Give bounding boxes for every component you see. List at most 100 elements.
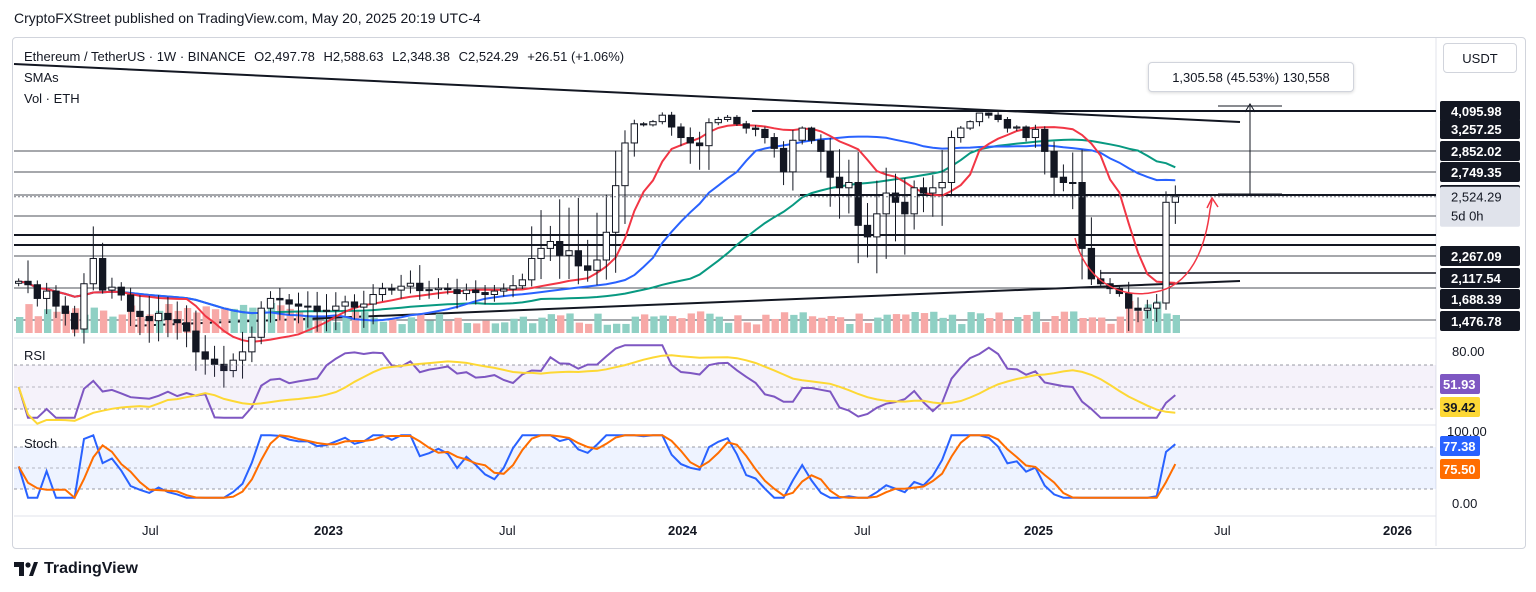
candle-body [537, 247, 545, 260]
volume-bar [1144, 304, 1153, 333]
candle-body [873, 213, 881, 238]
legend-low: L2,348.38 [392, 49, 450, 64]
volume-bar [976, 313, 985, 333]
volume-bar [379, 321, 388, 333]
volume-bar [687, 313, 695, 333]
rsi-label[interactable]: RSI [24, 348, 46, 363]
volume-bar [529, 323, 537, 333]
candle-body [425, 289, 433, 292]
volume-bar [407, 317, 416, 333]
volume-bar [557, 315, 565, 333]
volume-bar [463, 323, 472, 333]
candle-body [500, 288, 508, 292]
volume-bar [808, 316, 817, 333]
volume-bar [146, 314, 154, 333]
volume-bar [501, 322, 509, 333]
volume-bar [1126, 301, 1134, 333]
candle-body [52, 290, 60, 307]
currency-button[interactable]: USDT [1443, 43, 1517, 73]
price-level-tag [1440, 268, 1520, 288]
volume-bar [127, 305, 136, 333]
volume-bar [958, 324, 966, 333]
volume-bar [1116, 316, 1125, 333]
volume-bar [370, 317, 378, 333]
volume-bar [902, 314, 910, 333]
bottom-annotation-arrow [1206, 196, 1219, 209]
candle-body [369, 294, 377, 305]
volume-bar [267, 303, 276, 333]
candle-body [462, 289, 471, 295]
candle-body [126, 294, 135, 312]
volume-bar [1088, 317, 1097, 333]
volume-bar [482, 320, 490, 333]
candle-body [966, 121, 974, 129]
volume-bar [239, 304, 248, 333]
volume-bar [939, 317, 947, 333]
candle-body [509, 285, 517, 290]
time-axis-label: Jul [854, 523, 871, 538]
candle-body [1003, 118, 1012, 129]
candle-body [238, 351, 247, 361]
candle-body [453, 289, 461, 295]
volume-bar [622, 323, 630, 333]
volume-bar [305, 314, 313, 333]
legend-volume[interactable]: Vol · ETH [24, 91, 80, 106]
candle-body [1125, 293, 1133, 309]
volume-bar [911, 312, 919, 333]
volume-bar [790, 314, 798, 333]
stoch-k-value-tag [1440, 436, 1480, 456]
volume-bar [1079, 317, 1087, 333]
price-level-label: 1,476.78 [1451, 314, 1502, 329]
stoch-k-value-label: 77.38 [1443, 439, 1476, 454]
volume-bar [762, 314, 770, 333]
candle-body [117, 286, 125, 296]
volume-bar [1135, 311, 1143, 333]
legend-high: H2,588.63 [323, 49, 384, 64]
volume-bar [892, 314, 901, 333]
price-level-tag [1440, 141, 1520, 161]
volume-bar [799, 312, 807, 333]
volume-bar [538, 317, 546, 333]
tradingview-logo[interactable]: TradingView [14, 560, 138, 578]
price-level-label: 4,095.98 [1451, 104, 1502, 119]
legend-close: C2,524.29 [458, 49, 519, 64]
volume-bar [1163, 313, 1171, 333]
volume-bar [510, 318, 518, 333]
volume-bar [780, 312, 789, 333]
rsi-tick-label: 80.00 [1452, 344, 1485, 359]
legend-sma[interactable]: SMAs [24, 70, 59, 85]
volume-bar [435, 313, 444, 333]
candle-body [929, 187, 937, 194]
price-level-tag [1440, 289, 1520, 309]
volume-bar [986, 318, 994, 333]
candle-body [761, 128, 769, 139]
candle-body [1134, 307, 1142, 311]
volume-bar [855, 313, 863, 333]
candle-body [89, 258, 97, 285]
price-level-label: 2,117.54 [1451, 271, 1502, 286]
candle-body [434, 287, 443, 291]
volume-bar [995, 312, 1003, 333]
volume-bar [118, 314, 126, 333]
volume-bar [389, 319, 397, 333]
candle-body [1097, 278, 1105, 285]
volume-bar [277, 305, 285, 333]
candle-body [621, 142, 629, 187]
volume-bar [818, 317, 826, 333]
volume-bar [678, 318, 686, 333]
candle-body [61, 305, 69, 314]
candle-body [15, 280, 23, 284]
legend-symbol[interactable]: Ethereum / TetherUS · 1W · BINANCE [24, 49, 246, 64]
candle-body [322, 309, 331, 312]
volume-bar [836, 317, 845, 333]
candle-body [1162, 201, 1170, 304]
candle-body [611, 185, 620, 233]
volume-bar [752, 324, 761, 333]
volume-bar [668, 316, 677, 333]
volume-bar [454, 317, 462, 333]
volume-bar [34, 316, 42, 333]
rsi-value-label: 51.93 [1443, 377, 1476, 392]
stoch-label[interactable]: Stoch [24, 436, 58, 451]
price-level-label: 3,257.25 [1451, 122, 1502, 137]
candle-body [975, 112, 984, 123]
